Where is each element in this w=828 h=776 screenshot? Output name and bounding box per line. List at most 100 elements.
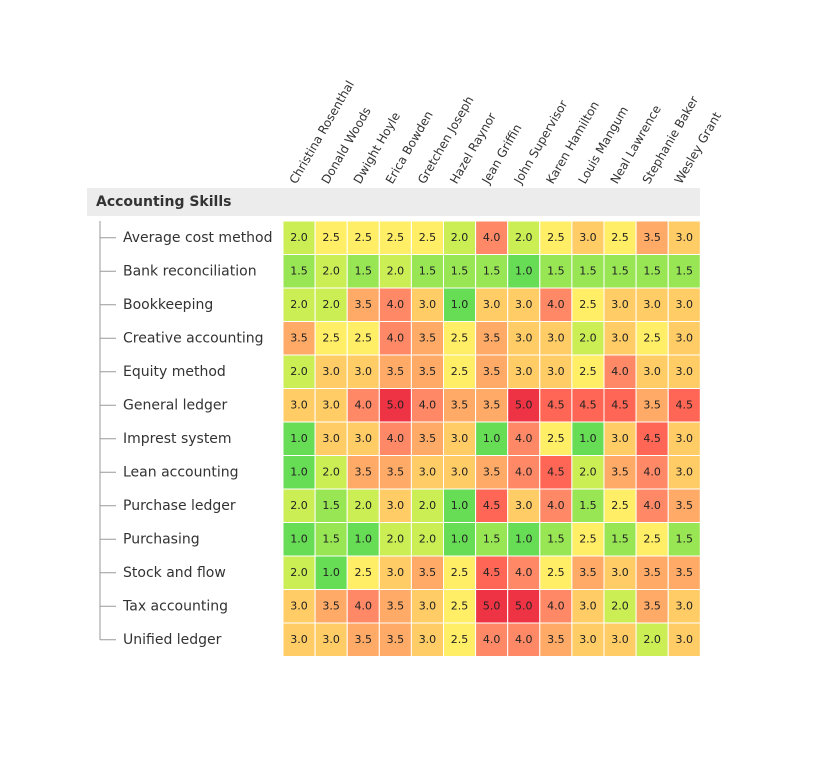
heat-cell	[282, 488, 316, 523]
cell-value: 3.0	[676, 633, 694, 646]
cell-value: 3.5	[419, 365, 437, 378]
cell-value: 4.0	[419, 398, 437, 411]
heat-cell	[346, 555, 380, 590]
cell-value: 3.5	[643, 599, 661, 612]
cell-value: 3.0	[547, 331, 565, 344]
cell-value: 1.0	[451, 499, 469, 512]
cell-value: 1.5	[547, 532, 565, 545]
cell-value: 1.0	[515, 264, 533, 277]
heat-cell	[475, 421, 509, 456]
cell-value: 1.5	[643, 264, 661, 277]
cell-value: 3.0	[387, 566, 405, 579]
heat-cell	[378, 522, 412, 557]
cell-value: 3.0	[419, 298, 437, 311]
cell-value: 2.0	[290, 499, 308, 512]
cell-value: 3.5	[387, 599, 405, 612]
heat-cell	[346, 622, 380, 657]
heat-cell	[410, 622, 444, 657]
cell-value: 3.5	[355, 465, 373, 478]
heat-cell	[314, 254, 348, 289]
cell-value: 4.0	[387, 331, 405, 344]
heat-cell	[603, 220, 637, 255]
cell-value: 1.0	[290, 465, 308, 478]
cell-value: 1.0	[451, 298, 469, 311]
heat-cell	[410, 522, 444, 557]
cell-value: 4.5	[579, 398, 597, 411]
cell-value: 3.0	[290, 398, 308, 411]
heat-cell	[314, 220, 348, 255]
heat-cell	[443, 287, 477, 322]
heat-cell	[378, 321, 412, 356]
cell-value: 3.0	[676, 432, 694, 445]
cell-value: 1.0	[322, 566, 340, 579]
heat-cell	[603, 354, 637, 389]
heat-cell	[378, 622, 412, 657]
column-header: Gretchen Joseph	[415, 94, 477, 187]
cell-value: 3.5	[676, 499, 694, 512]
cell-value: 5.0	[515, 599, 533, 612]
heat-cell	[282, 254, 316, 289]
cell-value: 3.5	[355, 298, 373, 311]
cell-value: 3.5	[483, 398, 501, 411]
cell-value: 3.0	[676, 465, 694, 478]
heat-cell	[410, 354, 444, 389]
cell-value: 4.0	[515, 566, 533, 579]
cell-value: 2.5	[322, 331, 340, 344]
cell-value: 3.5	[419, 432, 437, 445]
heat-cell	[539, 388, 573, 423]
heat-cell	[282, 589, 316, 624]
heat-cell	[507, 488, 541, 523]
cell-value: 3.0	[676, 331, 694, 344]
cell-value: 3.0	[676, 599, 694, 612]
heat-cell	[635, 488, 669, 523]
heat-cell	[667, 622, 701, 657]
heat-cell	[539, 555, 573, 590]
cell-value: 2.0	[643, 633, 661, 646]
heat-cell	[571, 522, 605, 557]
cell-value: 1.5	[451, 264, 469, 277]
cell-value: 2.5	[547, 432, 565, 445]
heat-cell	[282, 555, 316, 590]
cell-value: 3.0	[290, 599, 308, 612]
group-header	[87, 188, 700, 216]
cell-value: 3.0	[290, 633, 308, 646]
heat-cell	[346, 455, 380, 490]
cell-value: 5.0	[483, 599, 501, 612]
cell-value: 4.0	[515, 633, 533, 646]
cell-value: 1.5	[676, 264, 694, 277]
cell-value: 3.5	[483, 465, 501, 478]
cell-value: 3.5	[547, 633, 565, 646]
cell-value: 2.0	[387, 532, 405, 545]
cell-value: 3.0	[419, 599, 437, 612]
heat-cell	[314, 321, 348, 356]
cell-value: 3.0	[547, 365, 565, 378]
cell-value: 1.5	[322, 499, 340, 512]
heat-cell	[443, 455, 477, 490]
heat-cell	[603, 589, 637, 624]
cell-value: 1.5	[483, 264, 501, 277]
heat-cell	[443, 622, 477, 657]
row-label: Tax accounting	[122, 598, 228, 614]
cell-value: 4.0	[643, 465, 661, 478]
heat-cell	[635, 321, 669, 356]
cell-value: 3.0	[643, 365, 661, 378]
cell-value: 4.0	[355, 398, 373, 411]
cell-value: 3.0	[355, 365, 373, 378]
heat-cell	[539, 455, 573, 490]
cell-value: 1.5	[676, 532, 694, 545]
row-label: Average cost method	[123, 230, 273, 246]
cell-value: 1.0	[290, 432, 308, 445]
heat-cell	[378, 254, 412, 289]
cell-value: 4.0	[643, 499, 661, 512]
heat-cell	[378, 555, 412, 590]
heat-cell	[410, 321, 444, 356]
cell-value: 3.0	[611, 432, 629, 445]
cell-value: 3.0	[322, 398, 340, 411]
heat-cell	[346, 421, 380, 456]
heat-cell	[410, 388, 444, 423]
cell-value: 1.0	[290, 532, 308, 545]
heat-cell	[667, 455, 701, 490]
cell-value: 3.0	[611, 298, 629, 311]
cell-value: 2.5	[451, 566, 469, 579]
